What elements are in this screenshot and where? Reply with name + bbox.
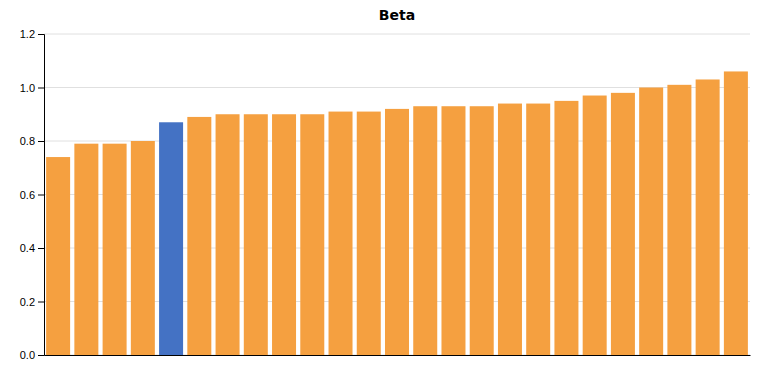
tick-label: 0.6 — [20, 189, 35, 201]
bar — [696, 79, 720, 355]
bar — [611, 93, 635, 355]
bar — [441, 106, 465, 355]
x-axis — [45, 355, 751, 356]
tick-label: 0.8 — [20, 135, 35, 147]
bar — [159, 122, 183, 355]
bar — [639, 88, 663, 356]
tick-mark — [38, 141, 44, 142]
bar — [526, 104, 550, 355]
tick: 1.2 — [20, 28, 44, 40]
axis-line — [45, 355, 751, 356]
tick-mark — [38, 88, 44, 89]
bar — [131, 141, 155, 355]
chart: 0.0 0.2 0.4 0.6 0.8 1.0 1.2 Beta — [0, 0, 762, 369]
bar — [554, 101, 578, 355]
bar — [216, 114, 240, 355]
tick-mark — [38, 195, 44, 196]
bar — [300, 114, 324, 355]
tick-label: 1.0 — [20, 82, 35, 94]
tick: 0.4 — [20, 242, 44, 254]
bar — [385, 109, 409, 355]
bar — [583, 96, 607, 355]
tick: 1.0 — [20, 82, 44, 94]
grid — [44, 34, 750, 355]
tick-mark — [38, 355, 44, 356]
bar — [413, 106, 437, 355]
bar — [74, 144, 98, 355]
bar — [46, 157, 70, 355]
y-axis: 0.0 0.2 0.4 0.6 0.8 1.0 1.2 — [20, 28, 45, 361]
tick-label: 0.0 — [20, 349, 35, 361]
bar — [498, 104, 522, 355]
grid-line — [44, 34, 750, 35]
tick: 0.6 — [20, 189, 44, 201]
tick-label: 0.2 — [20, 296, 35, 308]
tick-mark — [38, 248, 44, 249]
tick-label: 1.2 — [20, 28, 35, 40]
tick: 0.0 — [20, 349, 44, 361]
bar — [244, 114, 268, 355]
bar — [272, 114, 296, 355]
bar — [470, 106, 494, 355]
bar — [103, 144, 127, 355]
bar — [357, 112, 381, 355]
tick-mark — [38, 34, 44, 35]
bar — [329, 112, 353, 355]
bar — [187, 117, 211, 355]
axis-line — [38, 35, 45, 356]
title: Beta — [379, 7, 415, 23]
plot-area: 0.0 0.2 0.4 0.6 0.8 1.0 1.2 — [20, 28, 751, 361]
tick: 0.2 — [20, 296, 44, 308]
tick: 0.8 — [20, 135, 44, 147]
tick-mark — [38, 302, 44, 303]
bars — [46, 71, 748, 355]
bar — [724, 71, 748, 355]
bar — [667, 85, 691, 355]
tick-label: 0.4 — [20, 242, 35, 254]
